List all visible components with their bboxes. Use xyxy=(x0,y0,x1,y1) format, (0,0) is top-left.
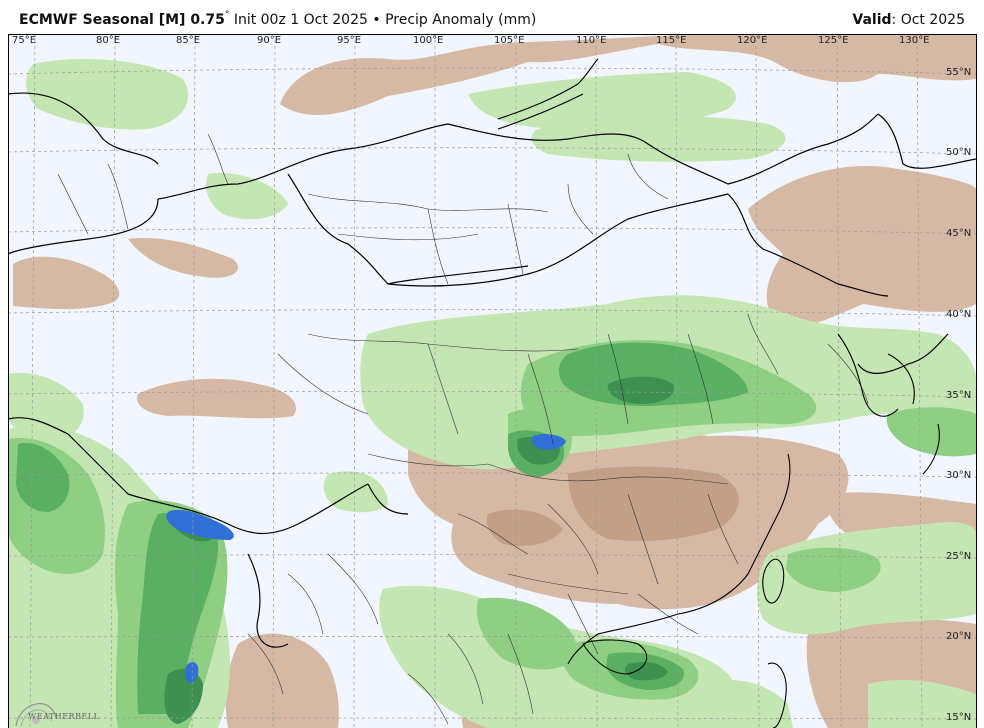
lat-label: 15°N xyxy=(946,712,972,723)
logo-text: WEATHERBELL xyxy=(28,712,100,721)
lon-label: 75°E xyxy=(12,35,37,46)
lon-label: 95°E xyxy=(337,35,362,46)
valid-value: : Oct 2025 xyxy=(891,12,965,28)
valid-date: Valid: Oct 2025 xyxy=(852,12,965,28)
lat-label: 45°N xyxy=(946,228,972,239)
lat-label: 20°N xyxy=(946,631,972,642)
coastlines xyxy=(497,58,940,728)
precip-anomaly-map xyxy=(8,34,976,728)
map-title: ECMWF Seasonal [M] 0.75° Init 00z 1 Oct … xyxy=(19,10,537,28)
graticule xyxy=(8,34,976,728)
lon-label: 130°E xyxy=(899,35,930,46)
field-name: Precip Anomaly (mm) xyxy=(385,12,537,28)
lat-label: 25°N xyxy=(946,551,972,562)
lon-label: 105°E xyxy=(494,35,525,46)
lon-label: 115°E xyxy=(656,35,687,46)
internal-boundaries xyxy=(57,133,869,725)
lon-label: 100°E xyxy=(413,35,444,46)
lon-label: 90°E xyxy=(257,35,282,46)
lat-label: 30°N xyxy=(946,470,972,481)
wet-anomaly-regions xyxy=(8,59,976,728)
map-header: ECMWF Seasonal [M] 0.75° Init 00z 1 Oct … xyxy=(0,0,984,34)
model-name: ECMWF Seasonal [M] 0.75 xyxy=(19,12,225,28)
lon-label: 85°E xyxy=(176,35,201,46)
lat-label: 50°N xyxy=(946,147,972,158)
lat-label: 35°N xyxy=(946,390,972,401)
separator-bullet: • xyxy=(372,12,381,28)
map-canvas xyxy=(8,34,976,728)
country-borders xyxy=(8,92,976,648)
lat-label: 40°N xyxy=(946,309,972,320)
degree-sign: ° xyxy=(224,10,230,20)
valid-label: Valid xyxy=(852,12,892,28)
weatherbell-logo-icon xyxy=(15,702,57,727)
lon-label: 120°E xyxy=(737,35,768,46)
lon-label: 125°E xyxy=(818,35,849,46)
lat-label: 55°N xyxy=(946,67,972,78)
init-time: Init 00z 1 Oct 2025 xyxy=(233,12,368,28)
lon-label: 80°E xyxy=(96,35,121,46)
lon-label: 110°E xyxy=(576,35,607,46)
